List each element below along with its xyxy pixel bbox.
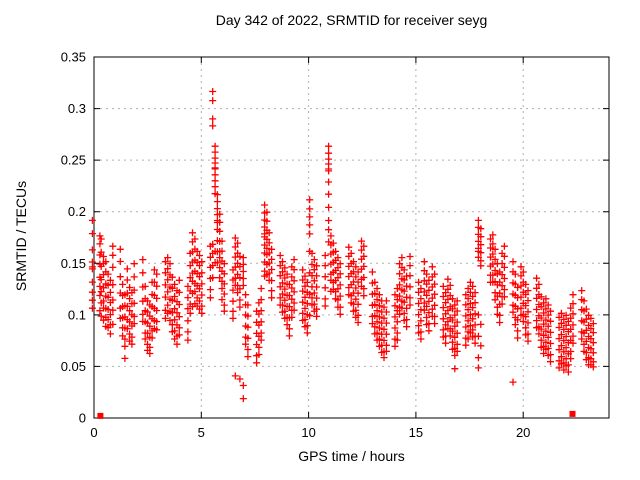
x-tick-label: 20 <box>516 425 530 440</box>
y-tick-label: 0.35 <box>61 50 86 65</box>
y-tick-label: 0.25 <box>61 153 86 168</box>
y-tick-label: 0 <box>79 411 86 426</box>
flag-point-marker <box>97 412 104 419</box>
y-tick-label: 0.1 <box>68 307 86 322</box>
data-points <box>88 88 597 403</box>
y-tick-label: 0.2 <box>68 204 86 219</box>
x-tick-label: 10 <box>301 425 315 440</box>
x-tick-label: 15 <box>409 425 423 440</box>
gridlines <box>94 57 609 418</box>
plot-border <box>93 56 610 419</box>
y-tick-label: 0.05 <box>61 359 86 374</box>
axis-ticks <box>93 56 609 419</box>
y-tick-label: 0.3 <box>68 101 86 116</box>
x-axis-label: GPS time / hours <box>298 448 405 464</box>
flag-point-marker <box>569 410 576 417</box>
y-tick-label: 0.15 <box>61 256 86 271</box>
x-tick-label: 0 <box>90 425 97 440</box>
chart-title: Day 342 of 2022, SRMTID for receiver sey… <box>215 12 488 28</box>
x-tick-label: 5 <box>198 425 205 440</box>
